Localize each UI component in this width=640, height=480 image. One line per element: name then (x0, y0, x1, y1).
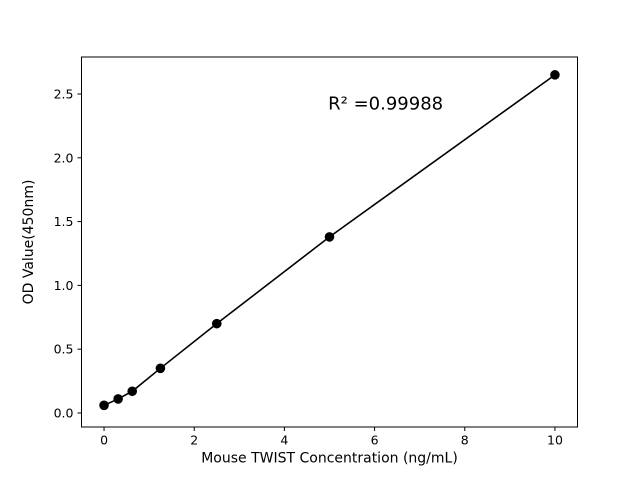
y-tick-label: 0.0 (54, 405, 74, 420)
y-tick-label: 1.5 (54, 214, 74, 229)
x-axis-label: Mouse TWIST Concentration (ng/mL) (201, 451, 458, 467)
data-points (99, 70, 560, 411)
x-tick-label: 2 (190, 433, 198, 448)
y-axis-ticks: 0.0 0.5 1.0 1.5 2.0 2.5 (54, 87, 82, 420)
data-point-marker (155, 363, 166, 374)
data-point-marker (550, 70, 560, 80)
y-tick-label: 0.5 (54, 342, 74, 357)
y-tick-label: 2.5 (54, 87, 74, 102)
y-tick-label: 2.0 (54, 150, 74, 165)
x-tick-label: 4 (280, 433, 288, 448)
data-point-marker (324, 232, 335, 242)
x-axis-ticks: 0 2 4 6 8 10 (100, 427, 563, 448)
x-tick-label: 10 (547, 433, 563, 448)
x-tick-label: 6 (371, 433, 379, 448)
data-point-marker (127, 386, 138, 397)
x-tick-label: 0 (100, 433, 108, 448)
data-point-marker (113, 394, 123, 404)
y-axis-label: OD Value(450nm) (21, 180, 37, 305)
data-point-marker (99, 400, 109, 411)
x-tick-label: 8 (461, 433, 469, 448)
r-squared-annotation: R² =0.99988 (328, 93, 443, 114)
data-point-marker (211, 318, 222, 329)
y-tick-label: 1.0 (54, 278, 74, 293)
plot-frame (81, 56, 578, 428)
